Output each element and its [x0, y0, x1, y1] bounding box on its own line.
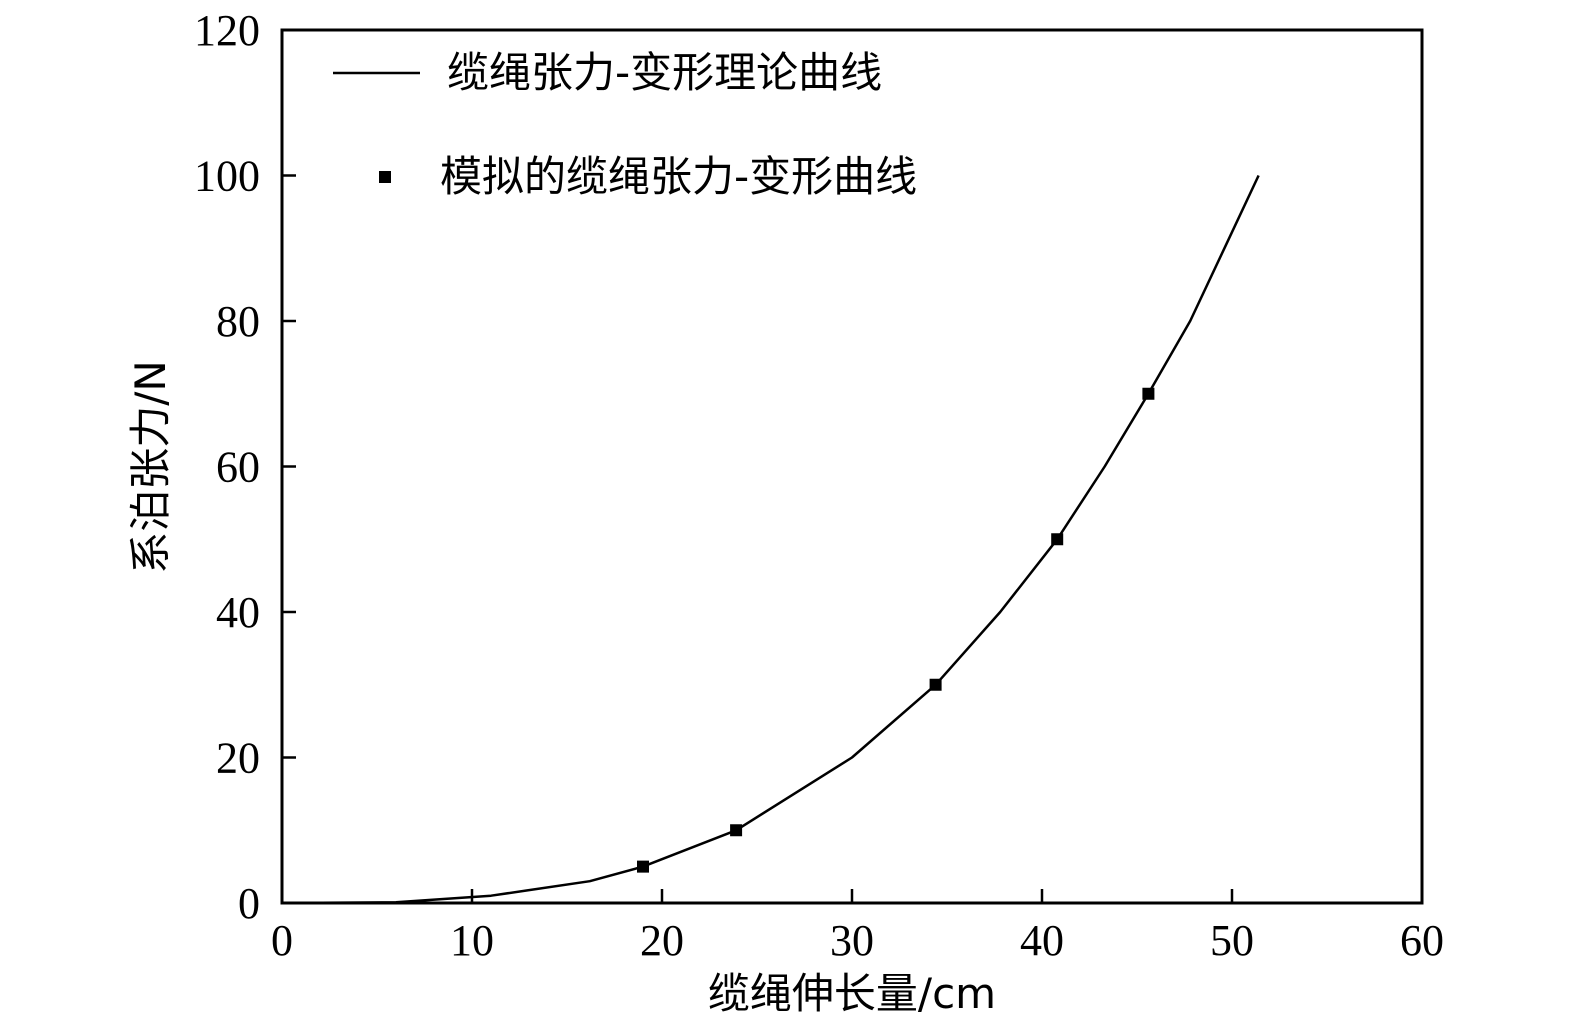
y-tick-label: 40 [216, 588, 260, 637]
data-point-simulated [929, 678, 942, 691]
x-tick-label: 20 [640, 916, 684, 965]
x-tick-label: 0 [271, 916, 293, 965]
x-tick-label: 50 [1210, 916, 1254, 965]
y-tick-label: 60 [216, 443, 260, 492]
data-point-simulated [730, 824, 743, 837]
data-point-simulated [637, 860, 649, 873]
data-point-simulated [1051, 533, 1064, 546]
x-tick-labels: 0 10 20 30 40 50 60 [271, 916, 1444, 965]
axis-ticks [280, 28, 1424, 905]
x-axis-title: 缆绳伸长量/cm [708, 969, 996, 1018]
legend-label-theory: 缆绳张力-变形理论曲线 [447, 48, 882, 97]
legend: 缆绳张力-变形理论曲线 模拟的缆绳张力-变形曲线 [333, 48, 917, 201]
x-tick-label: 30 [830, 916, 874, 965]
y-tick-label: 0 [238, 879, 260, 928]
y-axis-title: 系泊张力/N [126, 360, 175, 574]
y-tick-label: 100 [194, 152, 260, 201]
x-tick-label: 10 [450, 916, 494, 965]
series-layer [281, 174, 1260, 905]
data-point-simulated [1142, 387, 1155, 400]
legend-label-simulated: 模拟的缆绳张力-变形曲线 [440, 152, 917, 201]
y-tick-label: 80 [216, 297, 260, 346]
y-tick-label: 120 [194, 6, 260, 55]
y-tick-labels: 0 20 40 60 80 100 120 [194, 6, 260, 928]
series-line-theory [281, 174, 1260, 905]
y-tick-label: 20 [216, 734, 260, 783]
x-tick-label: 40 [1020, 916, 1064, 965]
x-tick-label: 60 [1400, 916, 1444, 965]
legend-marker-swatch [379, 171, 391, 183]
